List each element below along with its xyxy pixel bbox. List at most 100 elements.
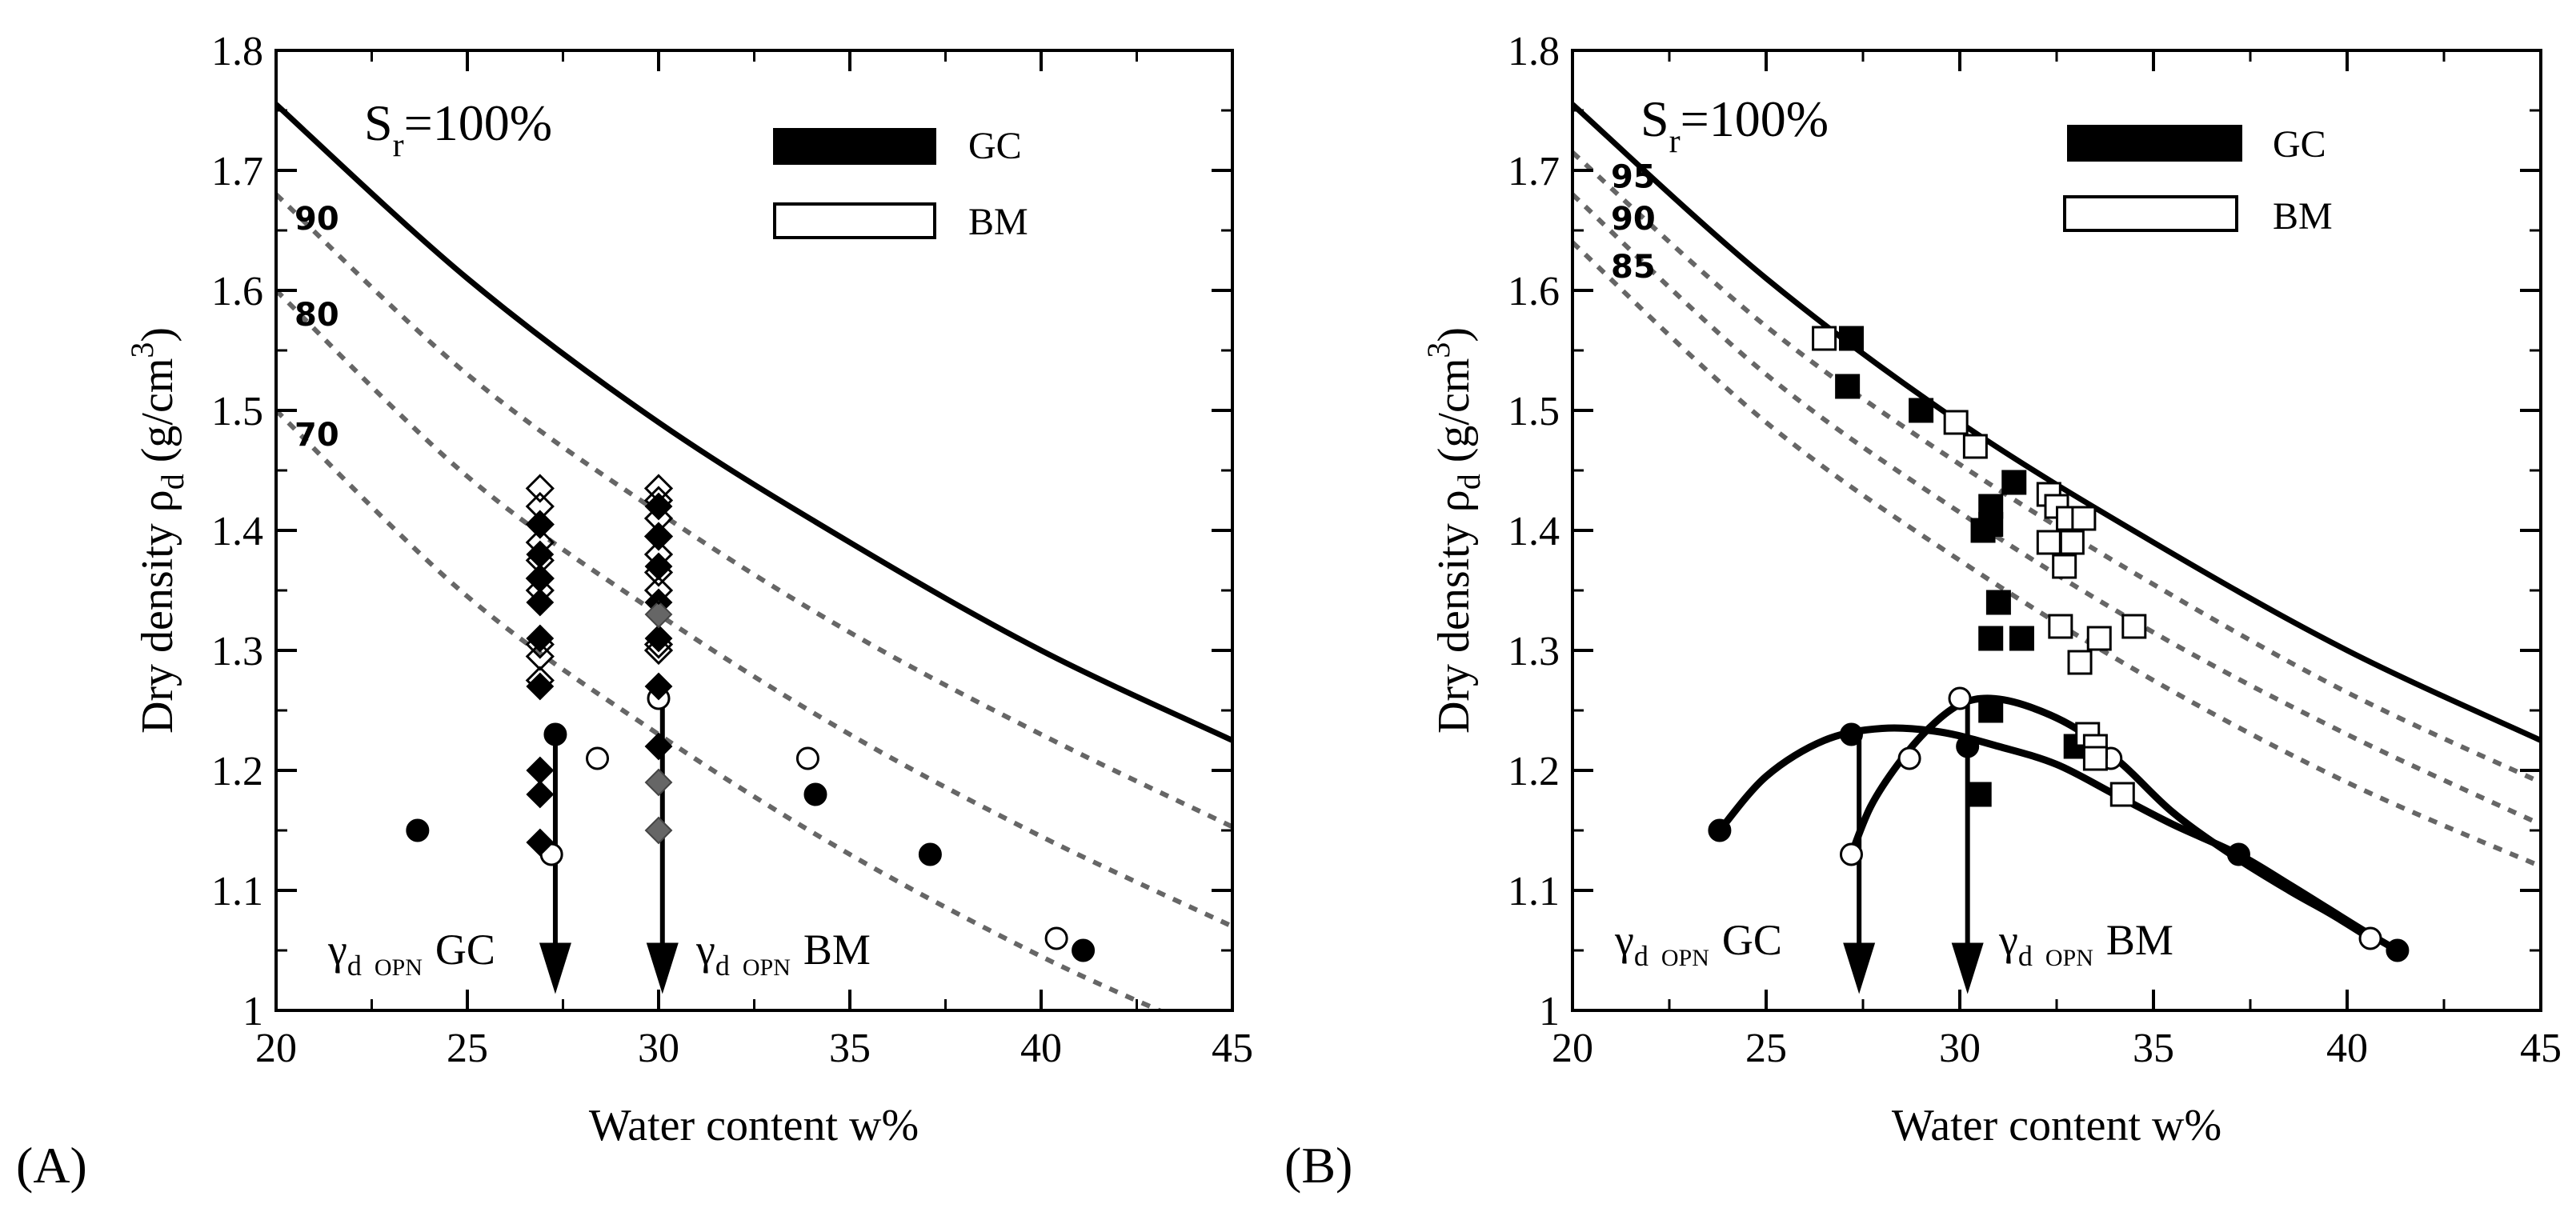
panel-b-sr-95-label: 95 [1611,159,1656,196]
panel-b-open-square-point-2 [1943,410,1969,435]
panel-a-x-tick-label-25: 25 [447,1026,488,1071]
panel-b-legend-bm-label: BM [2273,195,2333,238]
panel-b-y-tick-label-1.8: 1.8 [1508,29,1560,74]
panel-b-x-tick-label-25: 25 [1745,1026,1787,1071]
panel-b-arrow-gc-head [1843,942,1876,994]
panel-b-plot: 95 90 85 [1572,102,2541,994]
panel-a-arrow-labels: γd OPN GC γd OPN BM [327,926,871,982]
panel-b-y-tick-label-1.2: 1.2 [1508,749,1560,794]
panel-a-filled-diamond-point-15 [644,522,673,550]
panel-a-gc-optimum-label: γd OPN GC [327,926,495,982]
panel-a-open-diamond-point-9 [525,491,555,522]
panel-b-sr-95-curve [1572,150,2541,785]
panel-a-y-tick-label-1.5: 1.5 [211,389,263,434]
panel-a-filled-diamond-point-3 [526,756,555,785]
panel-a-filled-circle-point-1 [406,818,430,842]
panel-a-ticks [274,49,1234,1012]
panel-a-open-diamond-point-3 [525,630,555,659]
panel-b-y-tick-labels: 1 1.1 1.2 1.3 1.4 1.5 1.6 1.7 1.8 [1508,29,1560,1034]
panel-b-x-tick-label-40: 40 [2326,1026,2368,1071]
panel-a-filled-diamond-point-4 [526,672,555,701]
panel-a-saturation-line [276,102,1232,743]
panel-a-legend-bm-label: BM [968,201,1028,243]
panel-a-sr-80-label: 80 [294,297,339,334]
panel-a-saturation-label: Sr=100% [364,94,552,164]
panel-b-y-tick-label-1.3: 1.3 [1508,629,1560,674]
panel-a-y-axis-label: Dry density ρd (g/cm3) [124,327,190,734]
panel-b-filled-circle-point-5 [2226,842,2250,866]
panel-b-sr-85-curve [1572,240,2541,869]
panel-a-open-diamond-point-7 [525,527,555,558]
panel-a-filled-diamond-point-2 [526,780,555,809]
panel-b-y-tick-label-1.1: 1.1 [1508,869,1560,914]
panel-b-open-square-point-7 [2071,506,2097,531]
panel-b-sr-85-label: 85 [1611,249,1656,286]
panel-a-y-tick-label-1.3: 1.3 [211,629,263,674]
panel-b-y-axis-label: Dry density ρd (g/cm3) [1420,327,1487,734]
panel-a-open-diamond-point-15 [643,539,674,570]
panel-a-filled-diamond-point-10 [644,732,673,761]
panel-b-open-square-point-12 [2086,626,2112,651]
panel-a-sr-80-curve [276,288,1232,929]
panel-b-clipped-group [1572,102,2541,954]
panel-a-sr-70-curve [276,408,1165,1010]
panel-b-open-square-point-18 [2109,782,2135,807]
panel-b-y-tick-label-1: 1 [1539,989,1560,1034]
panel-b-filled-square-point-9 [1978,626,2004,651]
panel-b-gc-optimum-label: γd OPN GC [1614,916,1782,972]
panel-b-saturation-label: Sr=100% [1641,90,1829,160]
panel-a-open-diamond-point-8 [525,510,555,539]
panel-b-open-square-point-1 [1812,326,1837,351]
panel-b-legend-gc-label: GC [2273,123,2326,166]
panel-b-y-tick-label-1.5: 1.5 [1508,389,1560,434]
panel-b-open-circle-point-3 [1948,686,1972,710]
panel-a-arrow-bm-head [646,942,679,994]
panel-b-filled-square-point-3 [1909,398,1934,423]
panel-a-open-diamond-point-10 [525,474,555,503]
panel-a-open-diamond-point-13 [643,575,674,606]
panel-b-x-tick-label-35: 35 [2133,1026,2174,1071]
panel-b-x-tick-label-45: 45 [2520,1026,2562,1071]
panel-a-filled-diamond-point-1 [526,828,555,857]
panel-a-y-tick-label-1.7: 1.7 [211,149,263,194]
panel-a-open-circle-point-4 [795,746,819,770]
panel-a-open-diamond-point-6 [525,546,555,575]
panel-a-sr-90-curve [276,192,1232,830]
panel-a-open-diamond-point-4 [525,575,555,606]
panel-b-filled-square-point-12 [1966,782,1992,807]
panel-a-open-diamond-point-12 [643,630,674,659]
panel-b-sr-90-curve [1572,192,2541,827]
panel-b-compaction-curve-bm [1848,694,2374,942]
panel-a-filled-circle-point-4 [918,842,942,866]
panel-b-filled-circle-point-3 [1956,734,1980,758]
panel-b-y-tick-label-1.7: 1.7 [1508,149,1560,194]
panel-b-legend-gc-swatch [2067,125,2242,162]
panel-a-filled-circle-point-5 [1072,938,1096,962]
panel-b-filled-square-point-2 [1838,326,1864,351]
panel-b-label: (B) [1284,1137,1352,1194]
panel-b-open-square-point-3 [1962,434,1988,459]
panel-b-legend-bm-swatch [2063,195,2238,232]
panel-a-open-diamond-point-11 [643,635,674,666]
panel-a-clipped-group [276,102,1232,1010]
panel-a-y-tick-label-1.4: 1.4 [211,509,263,554]
panel-a-open-diamond-point-1 [525,666,555,695]
panel-b-x-tick-label-30: 30 [1939,1026,1981,1071]
panel-a-filled-diamond-point-5 [526,624,555,653]
panel-a-label: (A) [16,1137,87,1194]
panel-a-legend-bm-swatch [773,202,936,239]
panel-a-x-tick-label-35: 35 [829,1026,871,1071]
panel-a-gray-diamond-point-1 [644,816,673,845]
panel-a-open-diamond-point-14 [643,558,674,587]
panel-b-open-square-point-13 [2121,614,2147,639]
panel-b-legend: GC BM [2063,123,2333,238]
panel-b-open-square-point-8 [2036,530,2061,555]
panel-a-open-diamond-point-17 [643,503,674,534]
panel-a-sr-90-label: 90 [294,201,339,238]
panel-a-arrow-gc-head [539,942,571,994]
panel-b-open-square-point-10 [2052,554,2077,579]
panel-a-x-axis-label: Water content w% [589,1101,919,1150]
panel-b-filled-square-point-10 [2009,626,2034,651]
panel-b-y-tick-label-1.4: 1.4 [1508,509,1560,554]
